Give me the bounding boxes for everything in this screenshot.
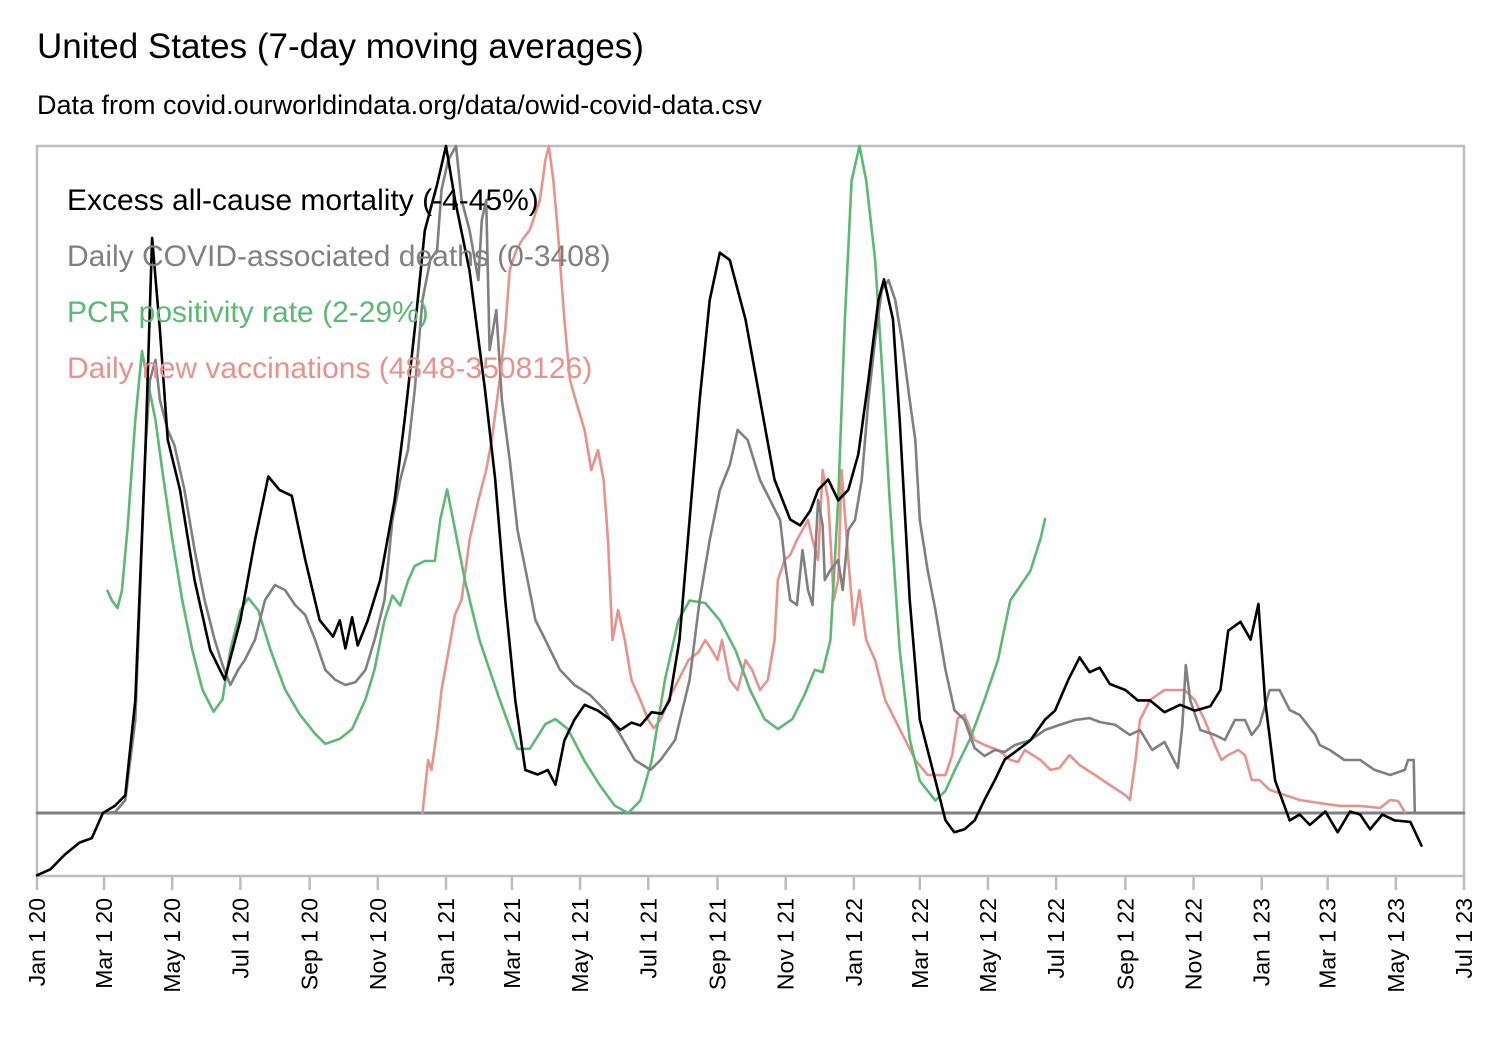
plot-frame — [35, 144, 1466, 878]
x-tick-label: May 1 23 — [1383, 898, 1409, 993]
pcr-positivity-line — [106, 144, 1047, 815]
legend-excess-mortality: Excess all-cause mortality (-4-45%) — [67, 184, 539, 217]
x-tick-label: May 1 22 — [975, 898, 1001, 993]
x-tick-label: May 1 21 — [567, 898, 593, 993]
x-tick-label: Jan 1 21 — [433, 898, 459, 986]
x-tick-label: Nov 1 22 — [1181, 898, 1207, 990]
x-tick-label: Jan 1 22 — [841, 898, 867, 986]
x-tick-label: Mar 1 20 — [91, 898, 117, 989]
legend-pcr-positivity: PCR positivity rate (2-29%) — [67, 296, 429, 329]
x-tick-label: Jan 1 20 — [24, 898, 50, 986]
x-tick-label: Jul 1 23 — [1451, 898, 1477, 979]
legend-covid-deaths: Daily COVID-associated deaths (0-3408) — [67, 240, 611, 273]
legend-vaccinations: Daily new vaccinations (4848-3508126) — [67, 352, 592, 385]
x-tick-label: Sep 1 22 — [1112, 898, 1138, 990]
x-tick-label: Jul 1 20 — [227, 898, 253, 979]
x-tick-label: Sep 1 21 — [705, 898, 731, 990]
legend: Excess all-cause mortality (-4-45%) Dail… — [67, 184, 611, 385]
x-tick-label: Jul 1 22 — [1043, 898, 1069, 979]
plot-lines — [35, 144, 1466, 877]
x-tick-label: Nov 1 20 — [365, 898, 391, 990]
x-tick-label: Jan 1 23 — [1249, 898, 1275, 986]
x-tick-label: May 1 20 — [159, 898, 185, 993]
x-tick-label: Mar 1 21 — [499, 898, 525, 989]
x-tick-label: Nov 1 21 — [773, 898, 799, 990]
x-tick-label: Sep 1 20 — [297, 898, 323, 990]
x-axis: Jan 1 20 Mar 1 20 May 1 20 Jul 1 20 Sep 1 20… — [24, 876, 1477, 993]
x-tick-label: Mar 1 23 — [1315, 898, 1341, 989]
x-tick-label: Mar 1 22 — [907, 898, 933, 989]
x-tick-label: Jul 1 21 — [635, 898, 661, 979]
vaccinations-line — [421, 144, 1407, 815]
chart-subtitle: Data from covid.ourworldindata.org/data/… — [37, 90, 762, 120]
chart-title: United States (7-day moving averages) — [37, 27, 644, 66]
excess-mortality-line — [35, 144, 1423, 877]
covid-deaths-line — [35, 144, 1466, 815]
